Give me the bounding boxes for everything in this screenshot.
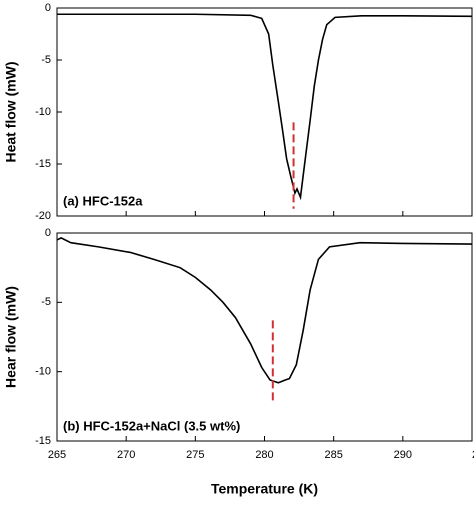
x-tick-label: 270 xyxy=(117,449,135,461)
y-axis-title: Hear flow (mW) xyxy=(3,286,19,388)
y-tick-label: 0 xyxy=(45,227,51,239)
x-tick-label: 265 xyxy=(48,449,66,461)
data-line xyxy=(57,13,473,201)
y-tick-label: -5 xyxy=(41,54,51,66)
data-line xyxy=(56,236,473,384)
y-tick-label: 0 xyxy=(45,2,51,14)
x-tick-label: 295 xyxy=(472,449,474,461)
plot-frame xyxy=(56,232,473,442)
y-tick-label: -15 xyxy=(35,435,51,447)
x-tick-label: 285 xyxy=(324,449,342,461)
y-tick-label: -10 xyxy=(35,106,51,118)
y-axis-title: Heat flow (mW) xyxy=(3,61,19,162)
x-tick-label: 275 xyxy=(186,449,204,461)
panel-label: (b) HFC-152a+NaCl (3.5 wt%) xyxy=(63,418,240,433)
x-tick-label: 290 xyxy=(394,449,412,461)
y-tick-label: -5 xyxy=(41,296,51,308)
panel-label: (a) HFC-152a xyxy=(63,193,143,208)
y-tick-label: -20 xyxy=(35,210,51,222)
y-tick-label: -10 xyxy=(35,366,51,378)
x-tick-label: 280 xyxy=(255,449,273,461)
y-tick-label: -15 xyxy=(35,158,51,170)
x-axis-title: Temperature (K) xyxy=(211,481,318,497)
plot-frame xyxy=(56,7,473,217)
